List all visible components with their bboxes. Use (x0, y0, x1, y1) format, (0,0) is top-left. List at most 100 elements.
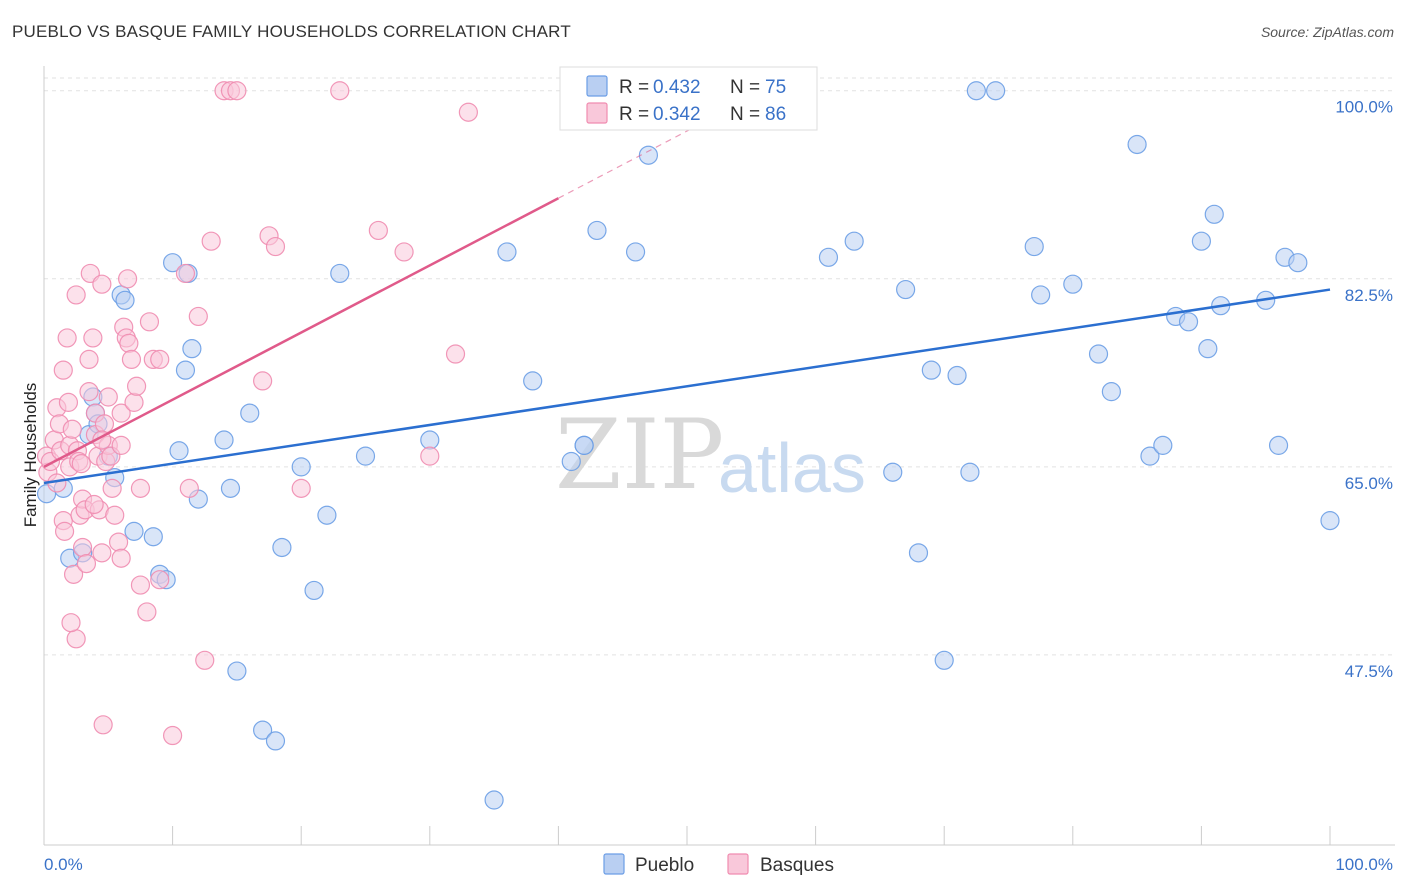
point-pueblo-59 (1153, 435, 1173, 455)
legend-n-label-pueblo: N = (730, 77, 760, 98)
point-pueblo-35 (484, 790, 504, 810)
point-pueblo-17 (169, 441, 189, 461)
legend-n-label-basques: N = (730, 104, 760, 125)
point-basques-54 (130, 478, 151, 498)
chart-title: PUEBLO VS BASQUE FAMILY HOUSEHOLDS CORRE… (12, 22, 571, 41)
point-pueblo-46 (896, 279, 916, 300)
point-basques-43 (108, 532, 129, 552)
point-pueblo-47 (908, 543, 929, 563)
point-basques-65 (201, 231, 221, 251)
grid-layer (44, 77, 1395, 656)
point-basques-12 (58, 392, 79, 412)
top-legend: R = 0.432 N = 75 R = 0.342 N = 86 (559, 66, 818, 131)
trendline-ext-basques (558, 117, 713, 199)
point-basques-27 (79, 382, 99, 402)
point-pueblo-31 (317, 505, 337, 525)
point-pueblo-51 (960, 462, 980, 482)
point-basques-36 (94, 414, 115, 434)
y-tick-label-3: 100.0% (1335, 98, 1393, 117)
point-pueblo-41 (625, 242, 646, 262)
point-basques-35 (92, 543, 112, 563)
point-pueblo-63 (1198, 339, 1218, 359)
chart-source: Source: ZipAtlas.com (1260, 24, 1394, 40)
point-pueblo-38 (561, 451, 581, 472)
point-pueblo-55 (1088, 344, 1109, 364)
point-pueblo-23 (220, 478, 241, 498)
point-basques-81 (71, 454, 91, 474)
point-pueblo-50 (947, 365, 967, 386)
point-pueblo-71 (966, 81, 986, 101)
point-basques-51 (121, 349, 142, 370)
point-basques-62 (179, 478, 199, 498)
point-basques-74 (368, 220, 388, 241)
point-basques-34 (92, 274, 112, 294)
bottom-legend-swatch-basques (727, 853, 749, 875)
point-pueblo-57 (1127, 134, 1147, 155)
watermark-zip: ZIP (555, 399, 724, 511)
point-pueblo-13 (143, 527, 163, 547)
point-basques-23 (72, 537, 93, 558)
point-pueblo-72 (986, 81, 1006, 101)
point-pueblo-69 (1288, 253, 1308, 273)
point-basques-82 (84, 494, 104, 515)
point-pueblo-30 (304, 580, 324, 601)
point-basques-71 (265, 236, 286, 257)
point-basques-75 (394, 242, 414, 262)
bottom-legend-label-basques: Basques (760, 855, 834, 876)
point-basques-72 (291, 478, 311, 498)
point-pueblo-33 (355, 446, 376, 466)
point-basques-10 (54, 521, 75, 541)
point-pueblo-49 (934, 650, 954, 670)
point-pueblo-34 (420, 430, 440, 450)
point-pueblo-22 (214, 430, 234, 450)
point-basques-42 (105, 505, 125, 525)
point-basques-50 (119, 333, 139, 353)
point-basques-83 (61, 613, 81, 633)
point-pueblo-70 (1320, 511, 1340, 531)
point-basques-76 (445, 344, 466, 364)
point-pueblo-40 (587, 220, 607, 241)
point-basques-41 (102, 478, 122, 498)
legend-swatch-basques (586, 102, 608, 124)
point-pueblo-24 (227, 661, 247, 681)
y-tick-label-1: 65.0% (1345, 474, 1393, 493)
point-pueblo-28 (272, 537, 292, 558)
point-pueblo-48 (921, 360, 941, 380)
legend-n-value-pueblo: 75 (765, 77, 786, 98)
point-basques-29 (83, 328, 103, 348)
point-basques-46 (111, 548, 131, 568)
point-basques-52 (124, 392, 144, 412)
y-axis-label: Family Households (21, 383, 40, 528)
legend-r-label-pueblo: R = (619, 77, 649, 98)
trend-layer (43, 117, 1331, 485)
point-pueblo-18 (175, 360, 196, 380)
point-pueblo-12 (124, 521, 144, 541)
x-tick-label-0: 0.0% (44, 855, 83, 874)
trendline-pueblo (43, 288, 1331, 485)
point-basques-16 (63, 564, 84, 584)
point-basques-45 (111, 435, 131, 455)
point-basques-84 (93, 715, 113, 735)
y-tick-labels: 47.5% 65.0% 82.5% 100.0% (1335, 98, 1393, 681)
point-basques-68 (227, 81, 247, 101)
point-pueblo-11 (115, 290, 135, 310)
point-pueblo-37 (523, 371, 543, 391)
point-pueblo-25 (240, 403, 260, 423)
watermark-atlas: atlas (718, 429, 866, 507)
point-pueblo-29 (291, 457, 311, 477)
series-basques (36, 81, 671, 746)
point-basques-38 (98, 387, 118, 407)
point-pueblo-54 (1063, 274, 1083, 294)
point-pueblo-56 (1101, 382, 1121, 402)
point-basques-53 (126, 376, 147, 396)
point-pueblo-20 (182, 339, 202, 359)
point-basques-79 (420, 446, 440, 466)
y-tick-label-2: 82.5% (1345, 286, 1393, 305)
point-basques-55 (130, 575, 151, 595)
point-pueblo-53 (1031, 285, 1051, 305)
legend-r-label-basques: R = (619, 104, 649, 125)
bottom-legend-label-pueblo: Pueblo (635, 855, 694, 876)
point-basques-17 (66, 285, 86, 305)
point-pueblo-32 (330, 263, 350, 284)
